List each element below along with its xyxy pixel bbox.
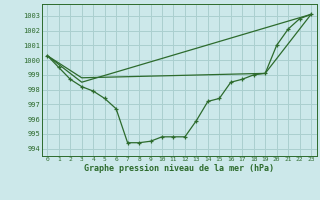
X-axis label: Graphe pression niveau de la mer (hPa): Graphe pression niveau de la mer (hPa): [84, 164, 274, 173]
